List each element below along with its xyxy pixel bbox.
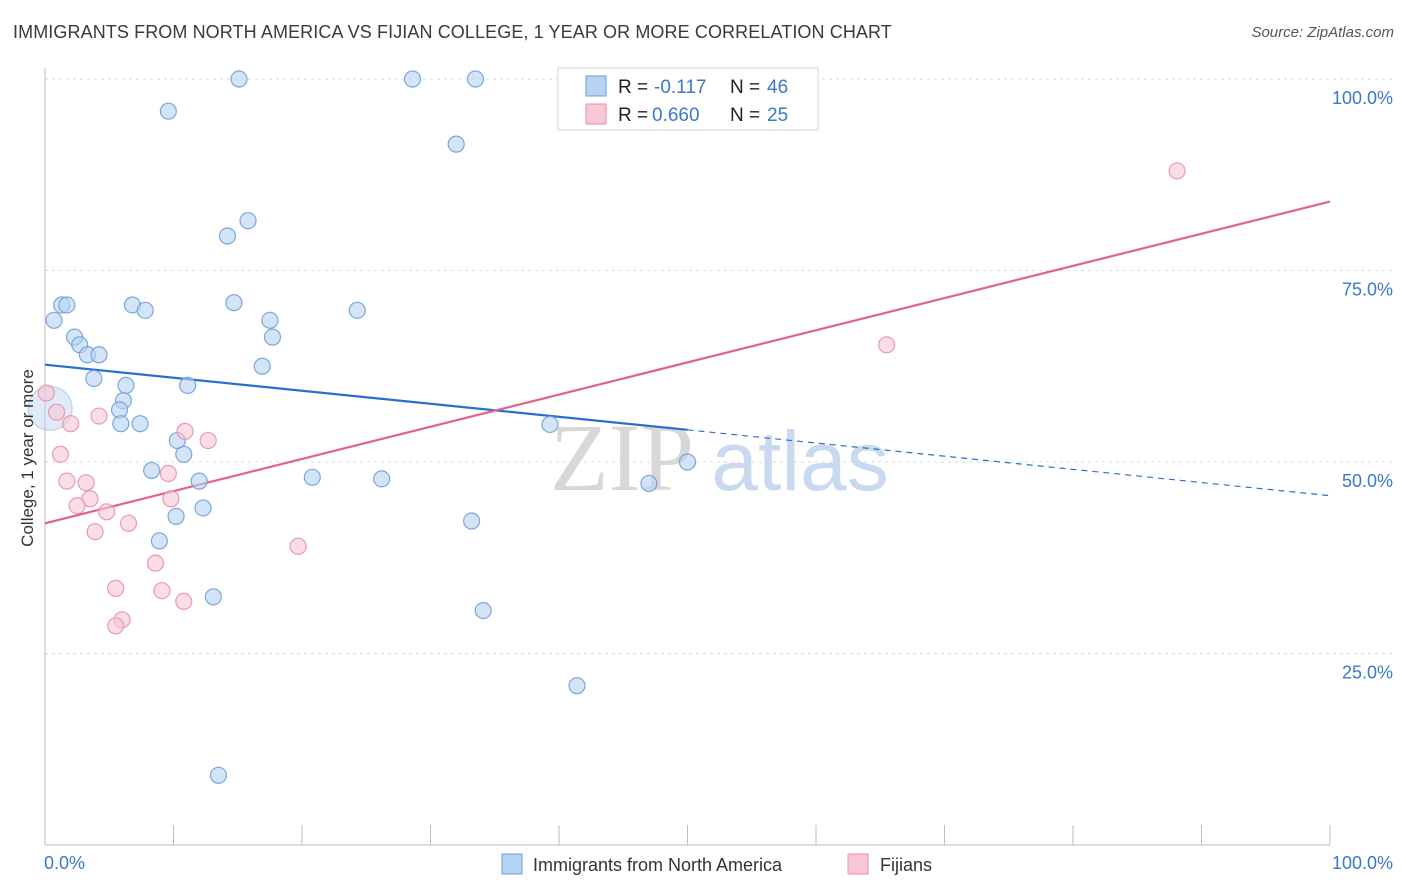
pink-point bbox=[90, 407, 108, 425]
y-tick-label: 50.0% bbox=[1342, 471, 1393, 491]
blue-point bbox=[131, 415, 149, 433]
source-label: Source: ZipAtlas.com bbox=[1251, 24, 1394, 41]
blue-point bbox=[474, 602, 492, 620]
pink-point bbox=[62, 415, 80, 433]
legend-r-label-pink: R = bbox=[618, 105, 648, 126]
blue-point bbox=[194, 499, 212, 517]
blue-point bbox=[261, 311, 279, 329]
pink-point bbox=[68, 497, 86, 515]
blue-point bbox=[85, 369, 103, 388]
pink-point bbox=[107, 617, 125, 635]
axes bbox=[44, 68, 1331, 846]
blue-point bbox=[463, 512, 481, 530]
x-tick-label-min: 0.0% bbox=[44, 853, 85, 873]
legend-n-value-blue: 46 bbox=[767, 77, 788, 98]
legend-box: R = -0.117 N = 46 R = 0.660 N = 25 bbox=[557, 67, 819, 131]
blue-point bbox=[167, 507, 185, 525]
pink-point bbox=[162, 490, 180, 508]
blue-point bbox=[175, 445, 193, 463]
pink-point bbox=[146, 554, 165, 572]
blue-point bbox=[568, 677, 586, 695]
blue-point bbox=[136, 301, 154, 319]
trend-lines bbox=[44, 200, 1331, 525]
data-points bbox=[27, 70, 1186, 784]
blue-point bbox=[263, 328, 282, 346]
blue-point bbox=[112, 415, 130, 433]
pink-point bbox=[51, 445, 70, 463]
legend-n-value-pink: 25 bbox=[767, 105, 788, 126]
pink-point bbox=[107, 579, 125, 597]
blue-point bbox=[303, 468, 321, 486]
blue-trend-line bbox=[44, 363, 688, 431]
pink-point bbox=[58, 472, 76, 490]
pink-point bbox=[176, 422, 194, 440]
legend-n-label-pink: N = bbox=[730, 105, 760, 126]
legend-swatch-pink bbox=[585, 103, 607, 125]
bottom-legend-label-pink: Fijians bbox=[880, 855, 932, 875]
pink-point bbox=[199, 431, 217, 450]
y-tick-label: 75.0% bbox=[1342, 280, 1393, 300]
blue-point bbox=[218, 227, 237, 245]
y-axis-label: College, 1 year or more bbox=[18, 369, 37, 547]
blue-point bbox=[239, 212, 257, 230]
blue-trend-extension bbox=[687, 429, 1331, 497]
bottom-legend-swatch-blue bbox=[501, 853, 523, 875]
watermark: ZIP atlas bbox=[550, 404, 889, 511]
tick-labels: 100.0% 75.0% 50.0% 25.0% 0.0% 100.0% bbox=[44, 88, 1393, 873]
legend-r-value-blue: -0.117 bbox=[654, 77, 706, 98]
blue-point bbox=[403, 70, 422, 88]
blue-point bbox=[230, 70, 248, 88]
blue-point bbox=[90, 346, 108, 364]
pink-point bbox=[175, 592, 193, 611]
chart-title: IMMIGRANTS FROM NORTH AMERICA VS FIJIAN … bbox=[13, 22, 892, 42]
bottom-legend-swatch-pink bbox=[847, 853, 869, 875]
legend-r-value-pink: 0.660 bbox=[652, 105, 700, 126]
blue-point bbox=[678, 453, 697, 471]
blue-point bbox=[159, 102, 177, 120]
legend-n-label-blue: N = bbox=[730, 77, 760, 98]
blue-point bbox=[150, 532, 168, 550]
blue-point bbox=[209, 766, 228, 784]
pink-point bbox=[47, 403, 66, 421]
pink-point bbox=[878, 336, 896, 354]
blue-point bbox=[640, 474, 658, 493]
pink-point bbox=[77, 474, 95, 492]
pink-point bbox=[37, 384, 55, 402]
blue-point bbox=[253, 357, 271, 375]
blue-point bbox=[373, 470, 391, 488]
blue-point bbox=[117, 376, 135, 394]
bottom-legend: Immigrants from North America Fijians bbox=[501, 853, 932, 875]
y-tick-label: 100.0% bbox=[1332, 88, 1393, 108]
legend-r-label-blue: R = bbox=[618, 77, 648, 98]
bottom-legend-label-blue: Immigrants from North America bbox=[533, 855, 783, 875]
pink-point bbox=[289, 537, 307, 555]
pink-point bbox=[153, 582, 171, 600]
blue-point bbox=[348, 301, 366, 319]
blue-point bbox=[541, 415, 559, 434]
blue-point bbox=[179, 376, 197, 394]
blue-point bbox=[45, 311, 63, 329]
watermark-zip: ZIP bbox=[550, 404, 694, 511]
y-tick-label: 25.0% bbox=[1342, 663, 1393, 683]
legend-swatch-blue bbox=[585, 75, 607, 97]
pink-point bbox=[1168, 162, 1186, 180]
blue-point bbox=[143, 461, 161, 480]
blue-point bbox=[225, 294, 243, 312]
pink-point bbox=[86, 523, 104, 541]
pink-point bbox=[159, 464, 177, 483]
blue-point bbox=[447, 135, 465, 153]
pink-point bbox=[119, 514, 138, 532]
grid-lines bbox=[45, 78, 1393, 654]
blue-point bbox=[466, 70, 485, 88]
pink-point bbox=[98, 503, 116, 521]
pink-trend-line bbox=[44, 200, 1331, 525]
watermark-atlas: atlas bbox=[711, 414, 888, 508]
blue-point bbox=[204, 588, 222, 606]
blue-point bbox=[190, 472, 208, 490]
x-tick-label-max: 100.0% bbox=[1332, 853, 1393, 873]
blue-point bbox=[58, 296, 76, 314]
